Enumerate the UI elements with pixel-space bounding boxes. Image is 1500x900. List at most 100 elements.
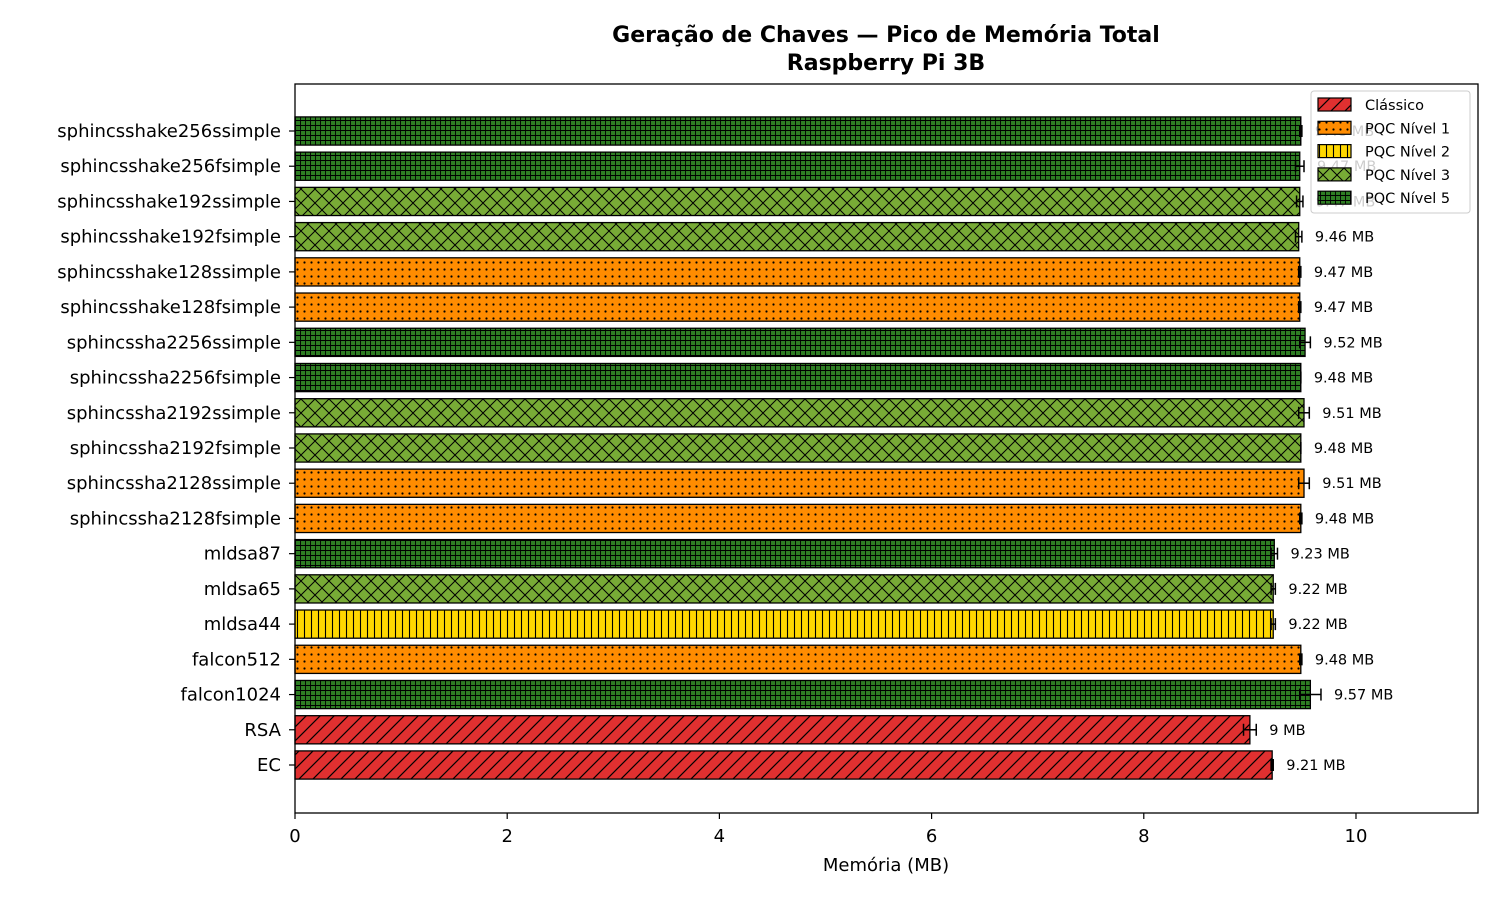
data-label: 9 MB: [1269, 723, 1305, 739]
legend-swatch: [1317, 144, 1352, 159]
data-label: 9.57 MB: [1334, 688, 1393, 704]
bar: [294, 538, 1275, 569]
error-bar: [1299, 688, 1322, 701]
error-bar: [1270, 582, 1277, 595]
legend-item: PQC Nível 5: [1317, 190, 1450, 207]
x-axis: 0 2 4 6 8 10: [289, 813, 1367, 847]
bar: [294, 292, 1301, 322]
bar: [294, 750, 1273, 780]
error-bar: [1297, 301, 1302, 314]
error-bar: [1297, 406, 1311, 419]
data-label: 9.51 MB: [1322, 406, 1381, 422]
x-axis-label: Memória (MB): [823, 855, 949, 876]
error-bar: [1270, 618, 1277, 631]
bar: [294, 679, 1312, 710]
y-tick-label: falcon1024: [181, 685, 282, 706]
chart-subtitle: Raspberry Pi 3B: [787, 51, 985, 76]
y-tick-label: sphincssha2256fsimple: [70, 368, 281, 389]
y-tick-label: sphincssha2128fsimple: [70, 508, 281, 529]
x-tick-label: 8: [1138, 826, 1149, 847]
legend-label: Clássico: [1365, 98, 1424, 114]
bar: [294, 327, 1306, 358]
bar: [294, 257, 1301, 287]
y-tick-label: sphincssha2192fsimple: [70, 438, 281, 459]
y-tick-label: RSA: [244, 720, 281, 741]
x-tick-label: 6: [926, 826, 937, 847]
bar: [294, 186, 1301, 217]
y-tick-label: mldsa44: [204, 614, 281, 635]
y-tick-label: EC: [257, 755, 281, 776]
bar: [294, 362, 1302, 393]
bar: [294, 503, 1302, 534]
bar: [294, 468, 1305, 498]
error-bar: [1294, 160, 1305, 173]
bar: [294, 151, 1301, 181]
bar: [294, 116, 1302, 146]
legend-swatch: [1317, 190, 1352, 205]
y-tick-label: sphincsshake128ssimple: [57, 262, 281, 283]
error-bar: [1270, 759, 1274, 771]
y-tick-label: sphincssha2192ssimple: [67, 403, 281, 424]
x-tick-label: 2: [501, 826, 512, 847]
error-bar: [1294, 230, 1303, 243]
data-label: 9.23 MB: [1290, 547, 1349, 563]
legend-item: Clássico: [1317, 97, 1424, 114]
error-bar: [1299, 512, 1303, 525]
data-label: 9.48 MB: [1314, 371, 1373, 387]
y-tick-label: sphincsshake256fsimple: [60, 156, 281, 177]
data-label: 9.48 MB: [1315, 652, 1374, 668]
y-tick-label: mldsa87: [204, 544, 281, 565]
y-tick-label: sphincsshake256ssimple: [57, 121, 281, 142]
bar: [294, 644, 1302, 675]
bar: [294, 609, 1274, 639]
error-bar: [1299, 336, 1312, 349]
legend: Clássico PQC Nível 1 PQC Nível 2 PQC Nível …: [1310, 90, 1471, 214]
bar: [294, 433, 1302, 463]
y-tick-label: sphincsshake192ssimple: [57, 191, 281, 212]
chart-title: Geração de Chaves — Pico de Memória Tota…: [612, 23, 1160, 48]
x-tick-label: 10: [1345, 826, 1368, 847]
data-label: 9.52 MB: [1323, 335, 1382, 351]
y-tick-label: sphincssha2256ssimple: [67, 332, 281, 353]
data-label: 9.51 MB: [1322, 476, 1381, 492]
legend-swatch: [1317, 167, 1352, 182]
data-label: 9.21 MB: [1286, 758, 1345, 774]
error-bar: [1297, 265, 1302, 278]
error-bar: [1299, 125, 1303, 137]
legend-swatch: [1317, 97, 1352, 112]
legend-item: PQC Nível 2: [1317, 144, 1450, 161]
error-bar: [1297, 477, 1311, 490]
data-label: 9.48 MB: [1314, 441, 1373, 457]
bar: [294, 574, 1274, 604]
data-label: 9.22 MB: [1288, 582, 1347, 598]
x-tick-label: 4: [714, 826, 725, 847]
error-bar: [1242, 723, 1258, 736]
bar: [294, 398, 1305, 428]
y-axis: EC RSA falcon1024 falcon512 mldsa44 mldsa65 ml…: [57, 121, 295, 776]
legend-swatch: [1317, 120, 1352, 135]
error-bar: [1270, 547, 1279, 560]
error-bar: [1295, 195, 1304, 208]
legend-label: PQC Nível 5: [1365, 191, 1450, 207]
x-tick-label: 0: [289, 826, 300, 847]
y-tick-label: falcon512: [192, 649, 281, 670]
bar-group: 9.21 MB 9 MB 9.57 MB 9.48 MB 9.22 MB 9.22 MB 9…: [294, 116, 1393, 780]
y-tick-label: sphincsshake192fsimple: [60, 227, 281, 248]
legend-label: PQC Nível 2: [1365, 145, 1450, 161]
data-label: 9.47 MB: [1314, 300, 1373, 316]
error-bar: [1299, 653, 1303, 666]
legend-label: PQC Nível 3: [1365, 168, 1450, 184]
y-tick-label: sphincsshake128fsimple: [60, 297, 281, 318]
bar: [294, 221, 1300, 252]
y-tick-label: mldsa65: [204, 579, 281, 600]
data-label: 9.47 MB: [1314, 265, 1373, 281]
data-label: 9.46 MB: [1315, 230, 1374, 246]
legend-item: PQC Nível 3: [1317, 167, 1450, 184]
legend-label: PQC Nível 1: [1365, 121, 1450, 137]
bar: [294, 715, 1251, 745]
data-label: 9.48 MB: [1315, 511, 1374, 527]
legend-item: PQC Nível 1: [1317, 120, 1450, 137]
y-tick-label: sphincssha2128ssimple: [67, 473, 281, 494]
data-label: 9.22 MB: [1288, 617, 1347, 633]
